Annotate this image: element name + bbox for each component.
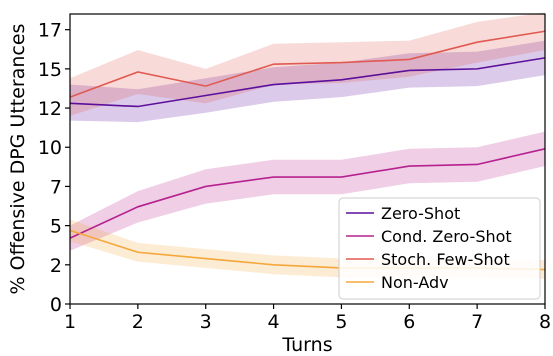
- y-tick-label: 15: [38, 59, 62, 81]
- plot-frame: [69, 13, 546, 305]
- x-tick-label: 1: [64, 311, 76, 333]
- y-axis-label: % Offensive DPG Utterances: [7, 24, 29, 295]
- series-lines: [69, 30, 546, 271]
- legend-label-zero-shot: Zero-Shot: [381, 204, 460, 223]
- y-tick-label: 17: [38, 20, 62, 42]
- x-tick-label: 7: [471, 311, 483, 333]
- x-tick-label: 3: [200, 311, 212, 333]
- legend: Zero-Shot Cond. Zero-Shot Stoch. Few-Shot N…: [338, 197, 541, 300]
- y-tick-label: 7: [50, 176, 62, 198]
- y-tick-label: 5: [50, 216, 62, 238]
- y-tick-label: 12: [38, 98, 62, 120]
- x-axis-label: Turns: [281, 334, 332, 356]
- y-tick-label: 0: [50, 294, 62, 316]
- legend-label-cond-zero-shot: Cond. Zero-Shot: [381, 227, 512, 246]
- line-cond-zero-shot: [69, 148, 546, 239]
- line-zero-shot: [69, 57, 546, 108]
- x-axis-ticks: 1 2 3 4 5 6 7 8: [64, 304, 551, 333]
- y-tick-label: 2: [50, 255, 62, 277]
- x-tick-label: 6: [403, 311, 415, 333]
- band-cond-zero-shot: [70, 131, 545, 251]
- legend-label-non-adv: Non-Adv: [381, 273, 449, 292]
- line-stoch-few-shot: [69, 30, 546, 98]
- x-tick-label: 4: [268, 311, 280, 333]
- x-tick-label: 2: [132, 311, 144, 333]
- x-tick-label: 8: [539, 311, 551, 333]
- legend-box: [338, 197, 541, 300]
- y-axis-ticks: 0 2 5 7 10 12 15 17: [38, 20, 70, 316]
- x-tick-label: 5: [335, 311, 347, 333]
- legend-label-stoch-few-shot: Stoch. Few-Shot: [381, 250, 510, 269]
- y-tick-label: 10: [38, 137, 62, 159]
